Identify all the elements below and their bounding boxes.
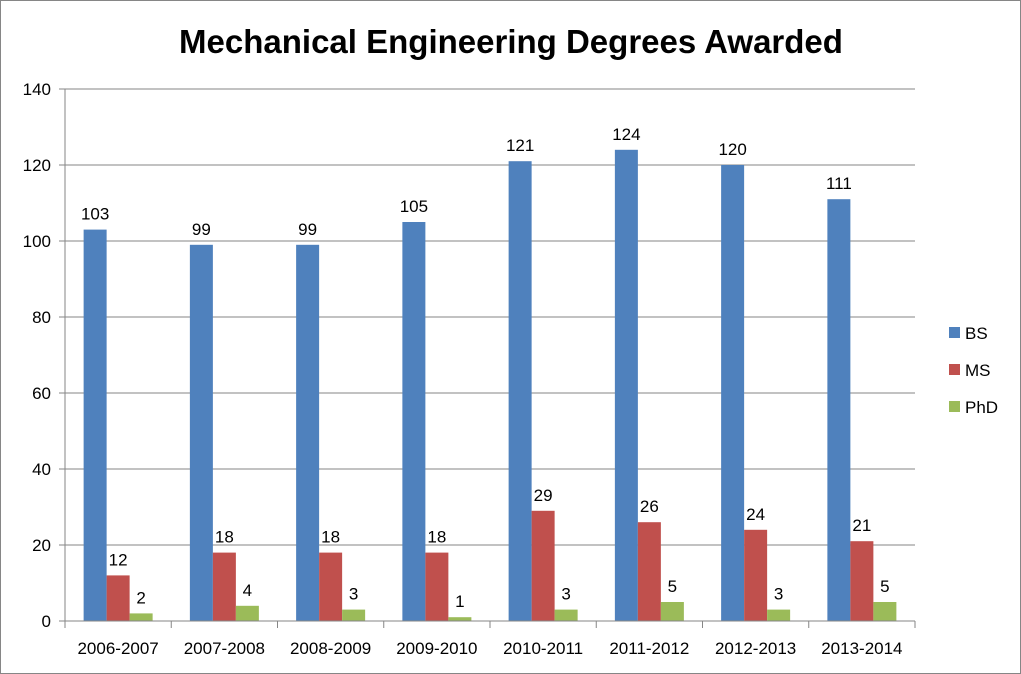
bar-phd-2011-2012 [660,602,684,621]
legend-swatch-ms [949,364,960,375]
data-label-phd: 2 [136,588,145,607]
data-label-phd: 5 [880,577,889,596]
x-axis-ticks: 2006-2007 2007-2008 2008-2009 2009-2010 2010… [64,621,916,658]
y-tick-label: 140 [23,80,51,99]
bar-bs-2010-2011 [508,161,532,621]
data-label-bs: 120 [718,140,746,159]
data-label-bs: 121 [506,136,534,155]
data-label-phd: 3 [774,585,783,604]
data-label-ms: 18 [215,528,234,547]
data-label-phd: 3 [349,585,358,604]
bars [83,149,897,622]
bar-phd-2009-2010 [448,617,472,621]
x-tick-label: 2008-2009 [290,639,371,658]
bar-ms-2007-2008 [212,552,236,621]
y-tick-label: 60 [32,384,51,403]
data-label-bs: 99 [298,220,317,239]
bar-bs-2012-2013 [721,165,745,621]
data-label-bs: 111 [826,174,852,193]
x-tick-label: 2011-2012 [609,639,689,658]
bar-ms-2010-2011 [531,510,555,621]
data-label-bs: 103 [81,205,109,224]
x-tick-label: 2013-2014 [821,639,902,658]
x-tick-label: 2006-2007 [77,639,158,658]
data-label-ms: 21 [852,516,871,535]
chart-title: Mechanical Engineering Degrees Awarded [179,23,843,60]
bar-ms-2012-2013 [744,529,768,621]
data-label-ms: 18 [427,528,446,547]
legend-label-bs: BS [965,324,988,343]
bar-ms-2013-2014 [850,541,874,621]
data-label-ms: 24 [746,505,765,524]
bar-phd-2010-2011 [554,609,578,621]
legend-swatch-phd [949,401,960,412]
legend-swatch-bs [949,327,960,338]
bar-bs-2009-2010 [402,222,426,621]
bar-phd-2008-2009 [342,609,366,621]
data-label-ms: 26 [640,497,659,516]
data-label-phd: 3 [561,585,570,604]
x-tick-label: 2010-2011 [503,639,583,658]
bar-bs-2013-2014 [827,199,851,621]
y-tick-label: 20 [32,536,51,555]
bar-ms-2009-2010 [425,552,449,621]
bar-bs-2008-2009 [296,244,320,622]
data-label-phd: 4 [243,581,252,600]
data-label-bs: 105 [400,197,428,216]
y-tick-label: 100 [23,232,51,251]
x-tick-label: 2009-2010 [396,639,477,658]
y-axis-ticks: 0 20 40 60 80 100 120 140 [23,80,65,631]
bar-phd-2013-2014 [873,602,897,621]
data-label-phd: 1 [455,592,464,611]
y-tick-label: 40 [32,460,51,479]
bar-bs-2007-2008 [189,244,213,622]
data-label-ms: 12 [109,550,128,569]
y-tick-label: 80 [32,308,51,327]
data-label-phd: 5 [668,577,677,596]
bar-phd-2007-2008 [235,605,259,621]
bar-phd-2006-2007 [129,613,153,621]
legend-label-ms: MS [965,361,991,380]
y-tick-label: 0 [42,612,51,631]
legend: BS MS PhD [949,324,998,417]
y-tick-label: 120 [23,156,51,175]
bar-ms-2008-2009 [319,552,343,621]
x-tick-label: 2007-2008 [184,639,265,658]
data-label-bs: 99 [192,220,211,239]
bar-phd-2012-2013 [767,609,791,621]
data-label-ms: 18 [321,528,340,547]
bar-bs-2011-2012 [614,149,638,622]
x-tick-label: 2012-2013 [715,639,796,658]
bar-bs-2006-2007 [83,229,107,621]
data-label-bs: 124 [612,125,640,144]
bar-ms-2011-2012 [637,522,661,621]
legend-label-phd: PhD [965,398,998,417]
bar-ms-2006-2007 [106,575,130,621]
data-label-ms: 29 [534,486,553,505]
